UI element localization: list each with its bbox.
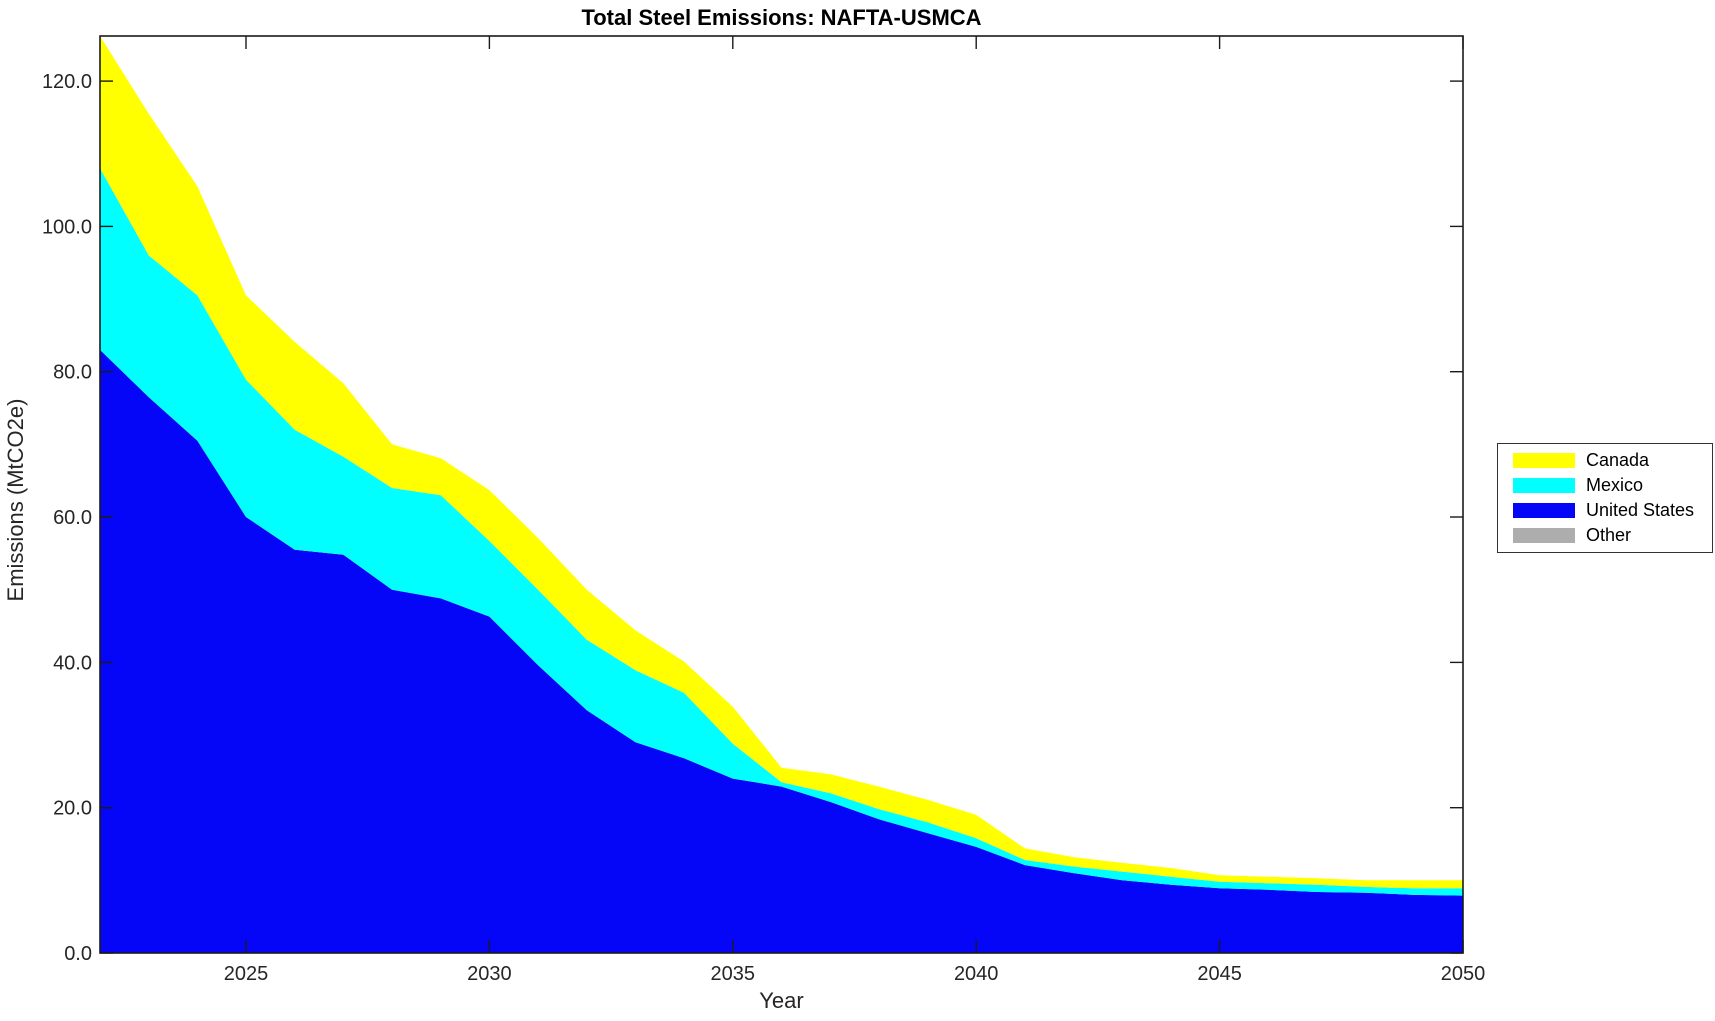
area-series-mexico <box>100 168 1463 896</box>
x-tick-label: 2025 <box>224 963 269 985</box>
y-axis-label: Emissions (MtCO2e) <box>3 398 28 602</box>
legend-swatch-united-states <box>1513 503 1575 518</box>
y-tick-label: 120.0 <box>42 71 92 93</box>
x-tick-label: 2035 <box>711 963 756 985</box>
legend-item-united-states: United States <box>1498 498 1712 523</box>
area-series-united-states <box>100 349 1463 953</box>
x-tick-label: 2030 <box>467 963 512 985</box>
legend-label-other: Other <box>1586 525 1632 545</box>
y-tick-label: 80.0 <box>53 362 92 384</box>
legend-swatch-canada <box>1513 453 1575 468</box>
legend-item-other: Other <box>1498 523 1712 548</box>
legend-item-mexico: Mexico <box>1498 473 1712 498</box>
legend-label-united-states: United States <box>1586 500 1695 520</box>
legend-label-canada: Canada <box>1586 450 1650 470</box>
x-tick-label: 2040 <box>954 963 999 985</box>
legend-swatch-other <box>1513 528 1575 543</box>
legend: Canada Mexico United States Other <box>1497 443 1713 553</box>
y-tick-label: 0.0 <box>64 943 92 965</box>
legend-item-canada: Canada <box>1498 448 1712 473</box>
y-tick-label: 40.0 <box>53 652 92 674</box>
x-tick-label: 2050 <box>1441 963 1486 985</box>
legend-label-mexico: Mexico <box>1586 475 1644 495</box>
legend-swatch-mexico <box>1513 478 1575 493</box>
axes-frame <box>99 35 1464 954</box>
y-tick-label: 100.0 <box>42 216 92 238</box>
area-series-canada <box>100 36 1463 889</box>
y-tick-label: 60.0 <box>53 507 92 529</box>
x-axis-label: Year <box>759 988 804 1013</box>
y-tick-label: 20.0 <box>53 798 92 820</box>
chart-title: Total Steel Emissions: NAFTA-USMCA <box>581 5 982 30</box>
x-tick-label: 2045 <box>1197 963 1242 985</box>
